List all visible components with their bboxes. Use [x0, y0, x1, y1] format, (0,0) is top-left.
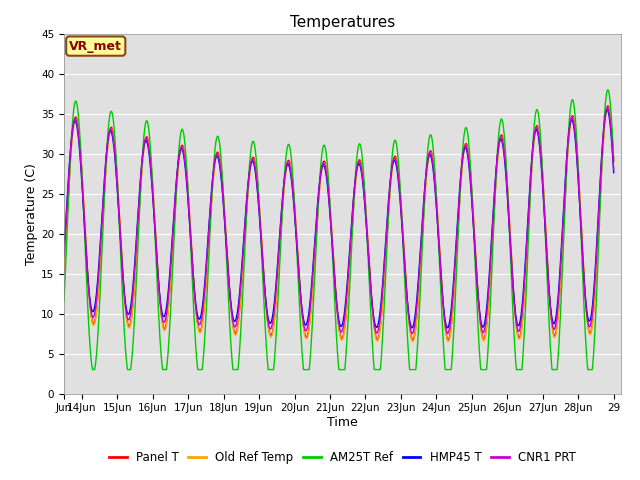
- Panel T: [156, 288, 163, 294]
- Panel T: [604, 103, 612, 108]
- Panel T: [271, 312, 278, 318]
- Legend: Panel T, Old Ref Temp, AM25T Ref, HMP45 T, CNR1 PRT: Panel T, Old Ref Temp, AM25T Ref, HMP45 …: [104, 446, 580, 469]
- Old Ref Temp: [409, 338, 417, 344]
- HMP45 T: [60, 248, 68, 254]
- AM25T Ref: [89, 367, 97, 372]
- HMP45 T: [156, 288, 163, 294]
- CNR1 PRT: [295, 268, 303, 274]
- CNR1 PRT: [123, 312, 131, 318]
- AM25T Ref: [271, 350, 279, 356]
- X-axis label: Time: Time: [327, 416, 358, 429]
- Panel T: [295, 264, 303, 269]
- AM25T Ref: [599, 136, 607, 142]
- Panel T: [409, 337, 417, 343]
- CNR1 PRT: [156, 290, 163, 296]
- Line: CNR1 PRT: CNR1 PRT: [64, 108, 614, 334]
- AM25T Ref: [610, 158, 618, 164]
- Old Ref Temp: [123, 317, 131, 323]
- Old Ref Temp: [295, 265, 303, 271]
- HMP45 T: [610, 170, 618, 176]
- Line: Old Ref Temp: Old Ref Temp: [64, 108, 614, 341]
- Panel T: [599, 141, 607, 147]
- CNR1 PRT: [271, 301, 278, 307]
- CNR1 PRT: [610, 167, 618, 172]
- Old Ref Temp: [540, 194, 548, 200]
- HMP45 T: [295, 268, 303, 274]
- Y-axis label: Temperature (C): Temperature (C): [25, 163, 38, 264]
- AM25T Ref: [60, 299, 68, 304]
- AM25T Ref: [295, 290, 303, 296]
- Panel T: [60, 267, 68, 273]
- CNR1 PRT: [604, 105, 611, 110]
- HMP45 T: [599, 133, 607, 139]
- Old Ref Temp: [60, 268, 68, 274]
- Old Ref Temp: [604, 105, 612, 110]
- Line: Panel T: Panel T: [64, 106, 614, 340]
- Panel T: [610, 158, 618, 164]
- CNR1 PRT: [599, 134, 607, 140]
- CNR1 PRT: [540, 201, 548, 206]
- Old Ref Temp: [156, 290, 163, 296]
- Old Ref Temp: [271, 314, 278, 320]
- AM25T Ref: [123, 362, 131, 368]
- Old Ref Temp: [610, 160, 618, 166]
- Old Ref Temp: [599, 143, 607, 149]
- Panel T: [123, 315, 131, 321]
- HMP45 T: [271, 295, 278, 301]
- CNR1 PRT: [60, 254, 68, 260]
- CNR1 PRT: [408, 331, 416, 336]
- HMP45 T: [408, 325, 416, 331]
- Panel T: [540, 192, 548, 198]
- AM25T Ref: [540, 198, 548, 204]
- AM25T Ref: [604, 87, 612, 93]
- HMP45 T: [540, 203, 548, 209]
- Title: Temperatures: Temperatures: [290, 15, 395, 30]
- AM25T Ref: [156, 327, 163, 333]
- HMP45 T: [604, 107, 611, 113]
- Line: HMP45 T: HMP45 T: [64, 110, 614, 328]
- HMP45 T: [123, 308, 131, 313]
- Text: VR_met: VR_met: [69, 39, 122, 53]
- Line: AM25T Ref: AM25T Ref: [64, 90, 614, 370]
